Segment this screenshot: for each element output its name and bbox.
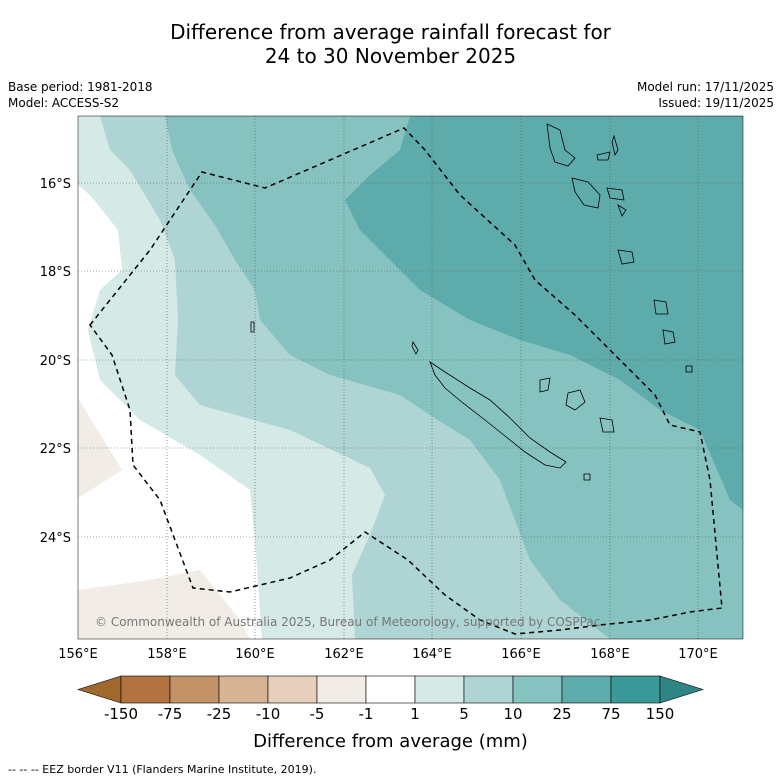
map-title: Difference from average rainfall forecas… — [0, 20, 781, 68]
colorbar-segment — [512, 675, 563, 704]
malakula-island — [571, 177, 601, 209]
model-name: Model: ACCESS-S2 — [8, 96, 120, 110]
ouvea-island — [539, 377, 551, 393]
mare-island — [599, 417, 615, 433]
belep-island — [411, 340, 419, 355]
title-line-2: 24 to 30 November 2025 — [264, 44, 517, 68]
colorbar-tick-label: 75 — [601, 705, 621, 723]
colorbar-segment — [316, 675, 367, 704]
isle-of-pines — [583, 473, 591, 481]
latitude-label: 18°S — [40, 265, 71, 280]
erromango-island — [653, 299, 669, 315]
colorbar-tick-label: 10 — [503, 705, 523, 723]
colorbar-segment — [414, 675, 465, 704]
latitude-label: 20°S — [40, 354, 71, 369]
base-period: Base period: 1981-2018 — [8, 80, 153, 94]
longitude-label: 168°E — [590, 647, 630, 662]
longitude-label: 160°E — [235, 647, 275, 662]
issued-date: Issued: 19/11/2025 — [658, 96, 774, 110]
map-fill — [78, 116, 743, 639]
epi-island — [617, 204, 627, 217]
longitude-label: 164°E — [412, 647, 452, 662]
colorbar-tick-label: -150 — [103, 705, 139, 723]
maewo-island — [596, 151, 611, 161]
meta-right: Model run: 17/11/2025 Issued: 19/11/2025 — [637, 79, 774, 111]
copyright-notice: © Commonwealth of Australia 2025, Bureau… — [95, 615, 600, 629]
colorbar — [76, 675, 705, 704]
colorbar-title: Difference from average (mm) — [253, 731, 528, 752]
longitude-label: 158°E — [147, 647, 187, 662]
colorbar-tick-label: -75 — [157, 705, 183, 723]
longitude-labels: 156°E 158°E 160°E 162°E 164°E 166°E 168°E 170°E — [58, 647, 718, 662]
new-caledonia-island — [429, 360, 567, 469]
colorbar-tick-label: 5 — [459, 705, 469, 723]
band-25-75 — [345, 116, 743, 510]
latitude-label: 16°S — [40, 177, 71, 192]
longitude-label: 170°E — [678, 647, 718, 662]
band-dry-south — [78, 570, 250, 639]
eez-footnote: -- -- -- EEZ border V11 (Flanders Marine… — [8, 763, 317, 776]
colorbar-segment — [120, 675, 171, 704]
map-frame — [77, 115, 744, 640]
colorbar-segment — [365, 675, 416, 704]
aneityum-island — [685, 365, 693, 373]
colorbar-tick-label: 150 — [645, 705, 675, 723]
colorbar-tick-label: 1 — [410, 705, 420, 723]
ambrym-island — [606, 187, 625, 201]
colorbar-tick-label: -5 — [309, 705, 325, 723]
gridlines — [78, 116, 743, 639]
longitude-label: 162°E — [324, 647, 364, 662]
colorbar-segment — [463, 675, 514, 704]
tanna-island — [662, 329, 676, 345]
colorbar-tick-label: -10 — [255, 705, 281, 723]
model-run: Model run: 17/11/2025 — [636, 80, 774, 94]
latitude-labels: 16°S 18°S 20°S 22°S 24°S — [40, 177, 71, 546]
colorbar-segment — [561, 675, 612, 704]
espiritu-santo-island — [546, 123, 576, 167]
colorbar-extend-high — [659, 675, 705, 704]
chesterfield-reef — [250, 321, 255, 333]
colorbar-tick-label: -25 — [206, 705, 232, 723]
longitude-label: 166°E — [501, 647, 541, 662]
colorbar-segment — [267, 675, 318, 704]
title-line-1: Difference from average rainfall forecas… — [170, 20, 611, 44]
eez-border — [89, 127, 723, 635]
longitude-label: 156°E — [58, 647, 98, 662]
colorbar-tick-label: 25 — [552, 705, 572, 723]
lifou-island — [565, 389, 586, 411]
colorbar-segment — [169, 675, 220, 704]
meta-left: Base period: 1981-2018 Model: ACCESS-S2 — [8, 79, 153, 111]
latitude-label: 22°S — [40, 442, 71, 457]
latitude-label: 24°S — [40, 531, 71, 546]
colorbar-extend-low — [76, 675, 122, 704]
ambae-island — [611, 134, 619, 157]
colorbar-segment — [218, 675, 269, 704]
colorbar-segment — [610, 675, 661, 704]
colorbar-tick-label: -1 — [358, 705, 374, 723]
efate-island — [617, 249, 635, 265]
